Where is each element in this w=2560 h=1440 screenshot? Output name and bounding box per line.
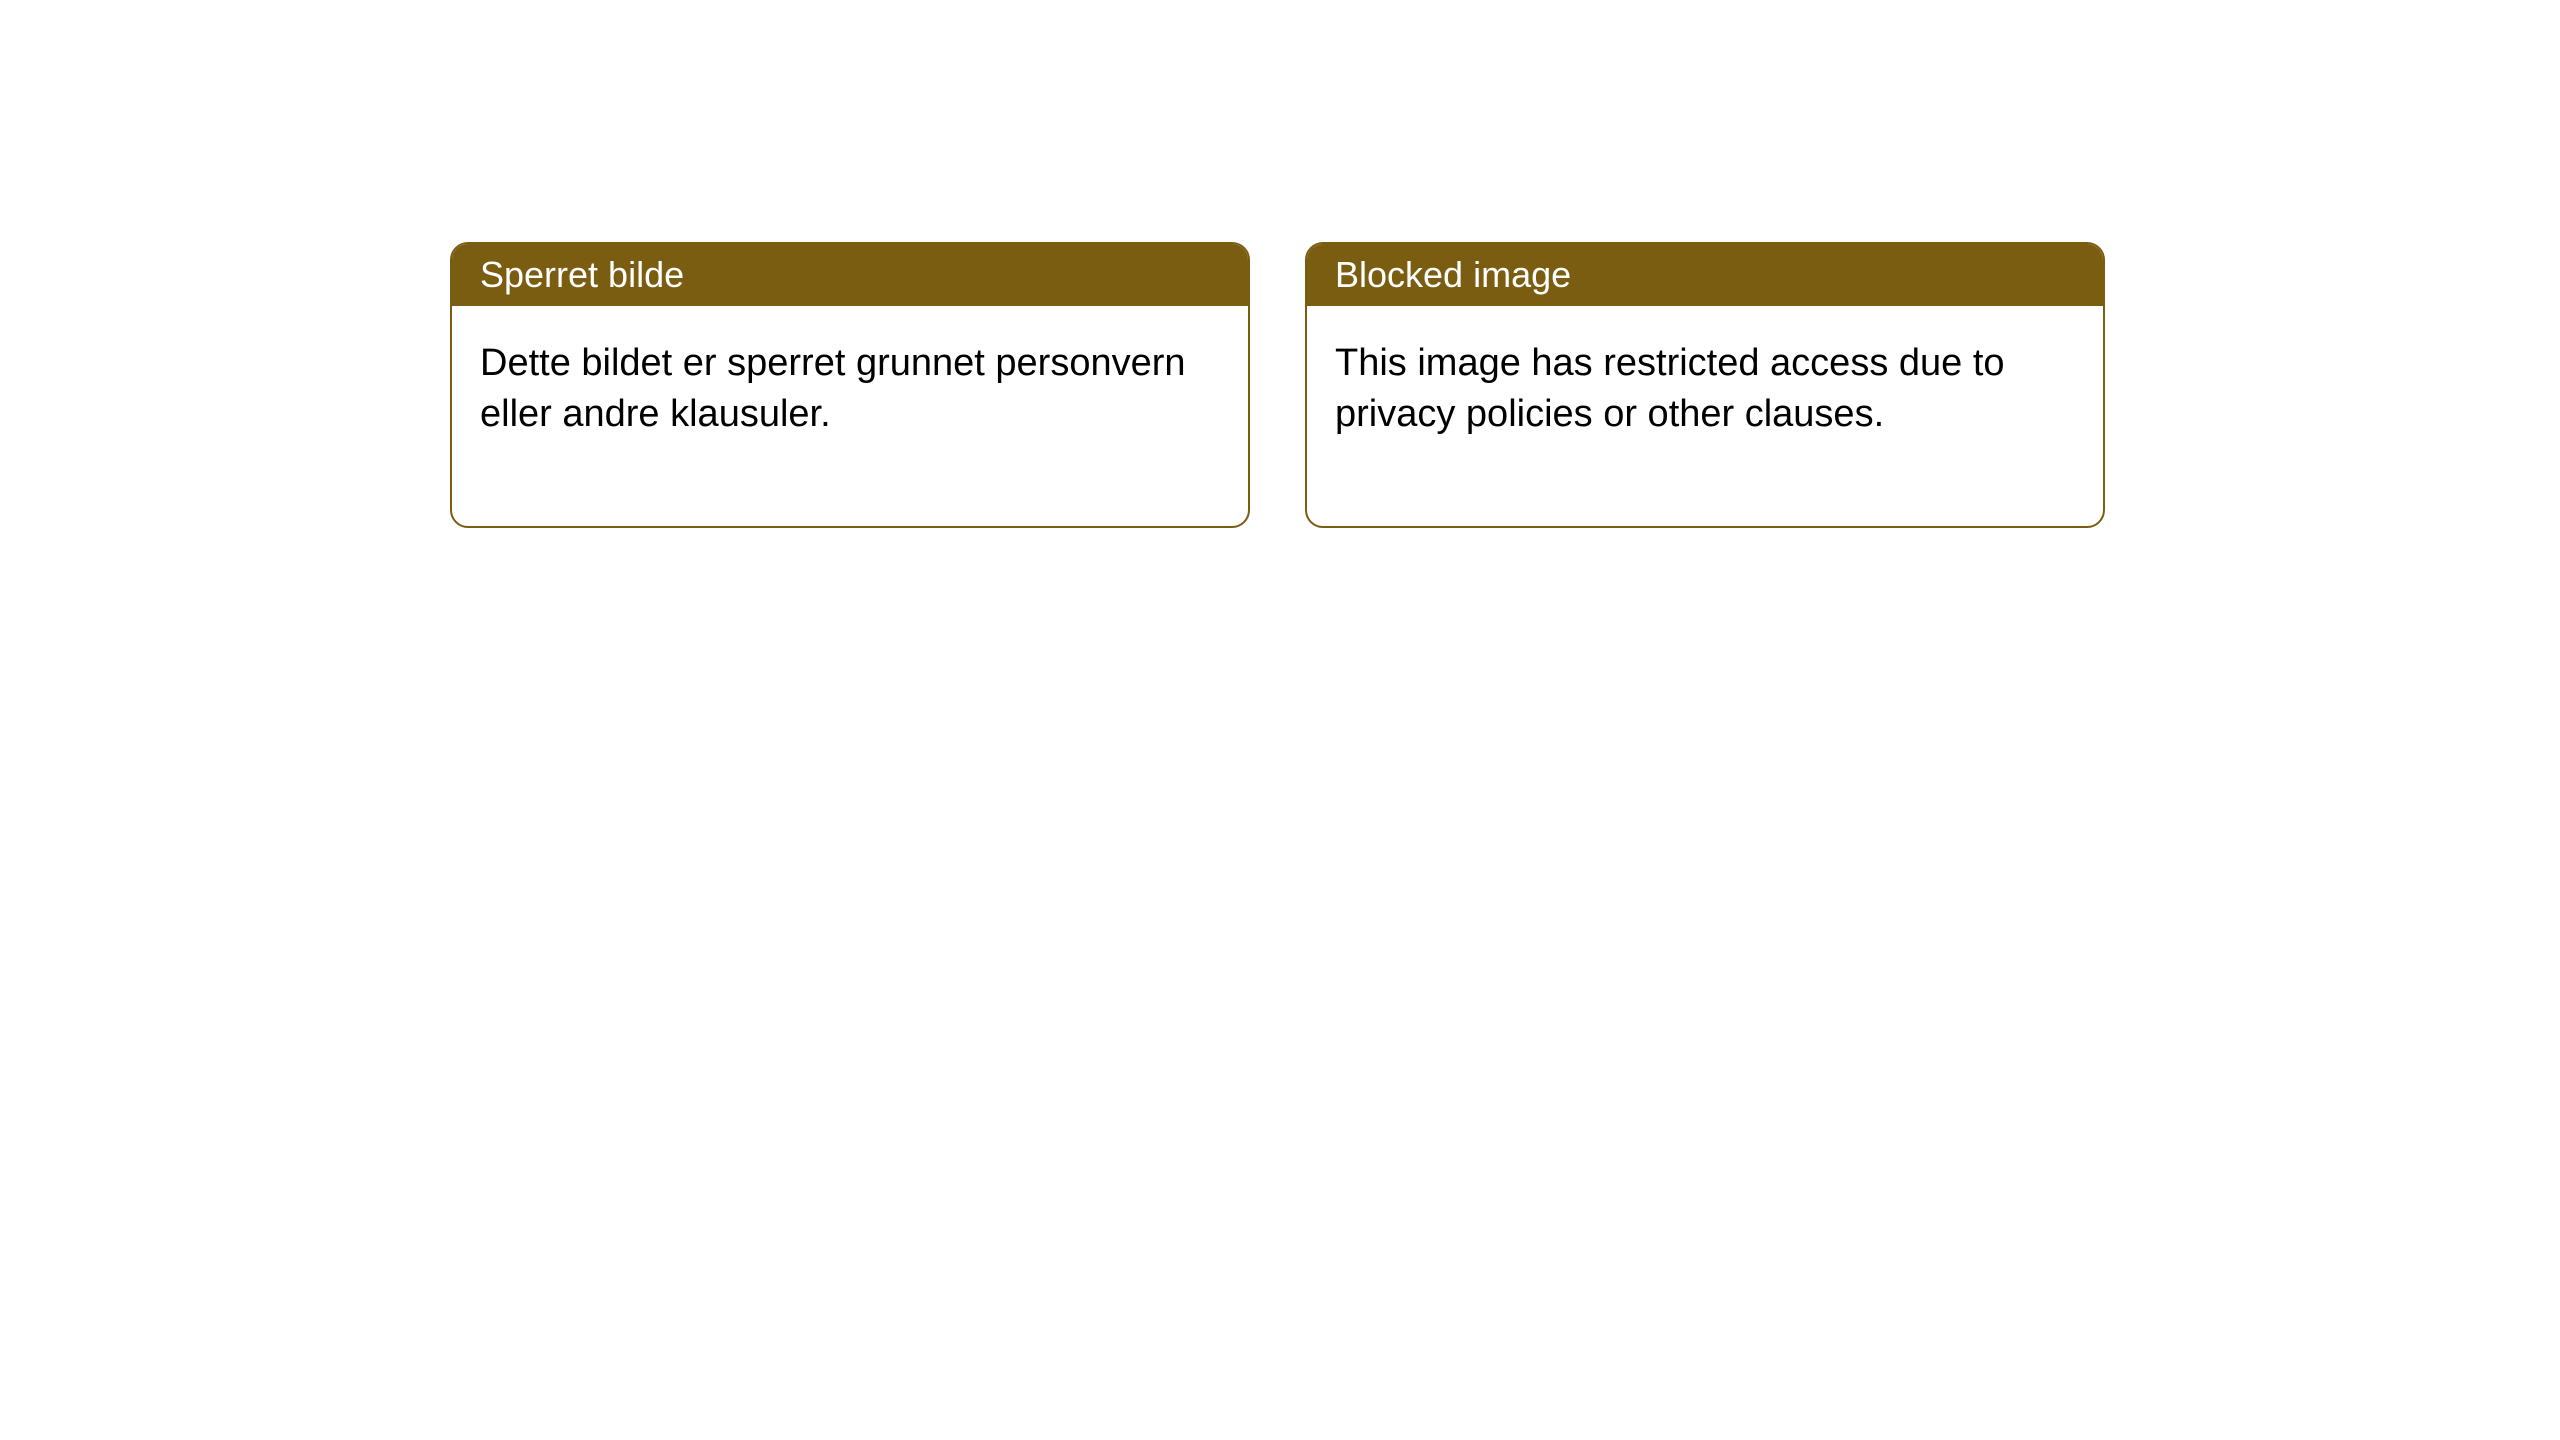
notice-header-text: Sperret bilde — [480, 254, 684, 295]
notice-header: Blocked image — [1307, 244, 2103, 306]
notice-card-norwegian: Sperret bilde Dette bildet er sperret gr… — [450, 242, 1250, 528]
notice-header: Sperret bilde — [452, 244, 1248, 306]
notice-header-text: Blocked image — [1335, 254, 1571, 295]
notice-card-english: Blocked image This image has restricted … — [1305, 242, 2105, 528]
notice-container: Sperret bilde Dette bildet er sperret gr… — [450, 242, 2105, 528]
notice-body-text: Dette bildet er sperret grunnet personve… — [480, 342, 1186, 435]
notice-body: Dette bildet er sperret grunnet personve… — [452, 306, 1248, 526]
notice-body-text: This image has restricted access due to … — [1335, 342, 2005, 435]
notice-body: This image has restricted access due to … — [1307, 306, 2103, 526]
